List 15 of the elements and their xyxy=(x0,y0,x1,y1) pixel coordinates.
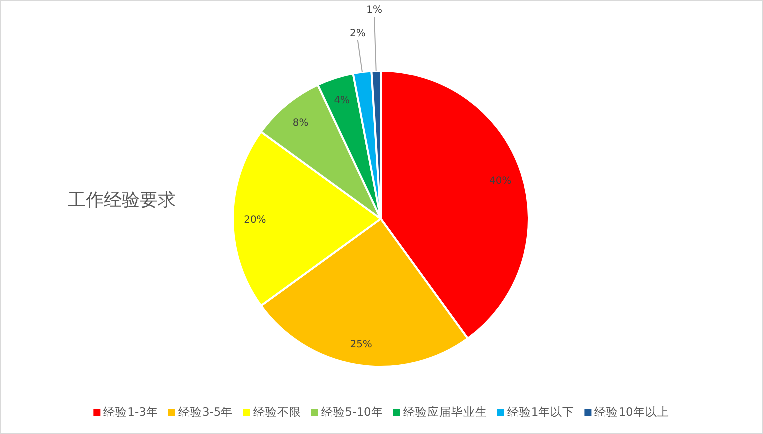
data-label: 40% xyxy=(490,176,512,188)
data-label: 20% xyxy=(244,215,266,226)
legend-label: 经验10年以上 xyxy=(594,405,670,419)
data-label: 4% xyxy=(334,95,350,106)
data-label: 8% xyxy=(292,118,309,130)
legend-label: 经验应届毕业生 xyxy=(403,405,488,419)
legend-label: 经验1-3年 xyxy=(104,405,158,419)
legend-label: 经验3-5年 xyxy=(178,405,234,419)
data-label: 25% xyxy=(350,339,372,350)
data-label: 1% xyxy=(366,5,382,16)
data-label: 2% xyxy=(350,28,366,40)
legend-label: 经验5-10年 xyxy=(321,405,384,419)
text: 工作经验要求 xyxy=(68,190,176,211)
legend-label: 经验不限 xyxy=(253,405,302,419)
legend-label: 经验1年以下 xyxy=(507,405,575,419)
